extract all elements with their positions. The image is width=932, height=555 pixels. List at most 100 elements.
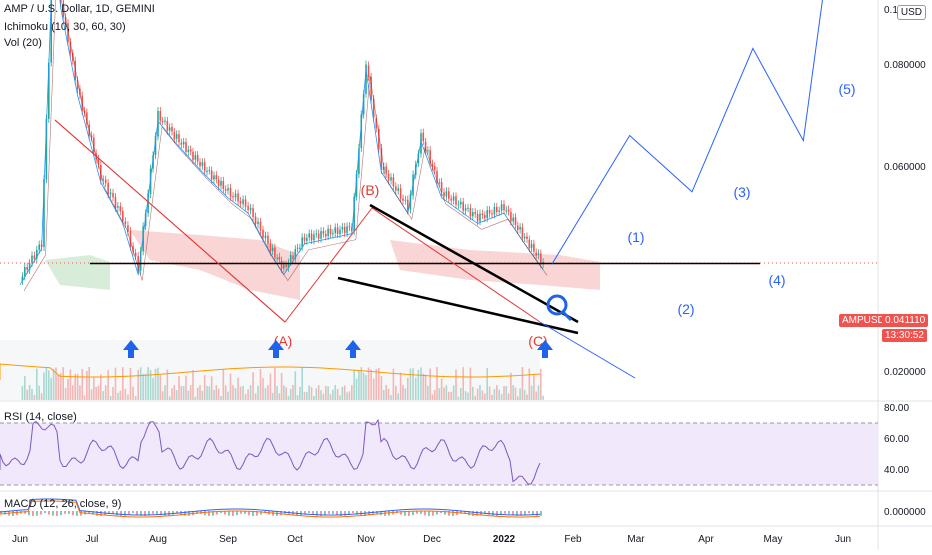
- volume-bar: [173, 385, 176, 400]
- macd-histogram-bar: [184, 511, 186, 516]
- macd-histogram-bar: [56, 511, 58, 516]
- volume-bar: [395, 385, 397, 400]
- volume-bar: [285, 387, 287, 400]
- volume-bar: [149, 370, 152, 400]
- macd-histogram-bar: [440, 511, 442, 514]
- volume-bar: [102, 391, 105, 400]
- candle-body: [194, 155, 197, 160]
- candle-body: [397, 188, 399, 191]
- volume-bar: [249, 385, 252, 400]
- macd-histogram-bar: [164, 511, 166, 516]
- volume-bar: [239, 386, 242, 400]
- wedge-upper-trendline: [369, 203, 579, 324]
- volume-bar: [339, 395, 341, 400]
- volume-bar: [50, 377, 52, 400]
- candle-body: [239, 200, 242, 204]
- macd-histogram-bar: [504, 511, 506, 514]
- candle-body: [234, 193, 237, 198]
- volume-bar: [217, 388, 220, 400]
- volume-bar: [76, 373, 79, 400]
- candle-body: [267, 235, 269, 244]
- candle-body: [313, 234, 315, 241]
- volume-bar: [189, 385, 192, 400]
- macd-histogram-bar: [316, 511, 318, 516]
- macd-histogram-bar: [260, 511, 262, 515]
- macd-histogram-bar: [28, 511, 30, 516]
- volume-bar: [109, 396, 112, 400]
- wave-label: (1): [627, 229, 644, 245]
- candle-body: [448, 191, 450, 199]
- macd-histogram-bar: [48, 511, 50, 515]
- volume-bar: [320, 390, 322, 400]
- candle-body: [533, 243, 535, 252]
- candle-body: [166, 120, 169, 131]
- macd-histogram-bar: [116, 511, 118, 516]
- candle-body: [124, 221, 127, 224]
- candle-body: [227, 188, 229, 191]
- candle-body: [315, 233, 318, 235]
- currency-button[interactable]: USD: [896, 5, 926, 20]
- candle-body: [348, 226, 351, 228]
- volume-bar: [467, 392, 469, 400]
- candle-body: [324, 234, 327, 237]
- macd-histogram-bar: [64, 511, 66, 514]
- candle-body: [433, 166, 436, 171]
- volume-bar: [93, 377, 95, 400]
- volume-bar: [97, 385, 100, 400]
- price-tick-label-top: 0.1: [884, 5, 898, 16]
- volume-bar: [427, 385, 429, 400]
- candle-body: [445, 191, 448, 197]
- macd-histogram-bar: [332, 511, 334, 514]
- volume-bar: [296, 395, 299, 400]
- macd-histogram-bar: [220, 511, 222, 514]
- macd-histogram-bar: [212, 511, 214, 516]
- volume-bar: [510, 372, 512, 400]
- volume-bar: [201, 390, 204, 400]
- macd-histogram-bar: [124, 511, 126, 516]
- volume-bar: [278, 393, 281, 400]
- volume-bar: [124, 388, 127, 400]
- macd-histogram-bar: [120, 511, 122, 516]
- volume-bar: [154, 368, 157, 400]
- volume-bar: [387, 388, 390, 400]
- candle-body: [370, 76, 372, 100]
- magnifier-handle: [561, 310, 573, 322]
- volume-bar: [514, 387, 517, 400]
- volume-bar: [271, 392, 274, 400]
- volume-bar: [83, 395, 86, 400]
- volume-bar: [358, 370, 360, 400]
- rsi-line: [0, 418, 541, 485]
- volume-bar: [232, 385, 234, 400]
- candle-body: [375, 118, 378, 129]
- volume-bar: [301, 367, 303, 400]
- candle-body: [175, 134, 178, 139]
- volume-bar: [317, 385, 320, 400]
- volume-bar: [283, 385, 285, 400]
- volume-bar: [100, 374, 102, 400]
- macd-histogram-bar: [224, 511, 226, 515]
- volume-bar: [399, 372, 402, 400]
- candle-body: [26, 267, 28, 270]
- candle-body: [276, 257, 278, 259]
- wave-projection: [551, 0, 823, 264]
- ichimoku-label: Ichimoku (10, 30, 60, 30): [4, 21, 126, 33]
- volume-bar: [28, 385, 31, 400]
- volume-bar: [479, 385, 481, 400]
- volume-bar: [64, 387, 67, 400]
- candle-body: [280, 260, 283, 269]
- macd-histogram-bar: [404, 511, 406, 516]
- volume-bar: [129, 367, 132, 400]
- volume-bar: [424, 374, 427, 400]
- candle-body: [457, 204, 460, 206]
- volume-bar: [448, 391, 450, 400]
- volume-bar: [81, 368, 84, 400]
- candle-body: [540, 253, 542, 264]
- candle-body: [481, 213, 484, 216]
- candle-body: [507, 209, 510, 212]
- candle-body: [417, 153, 420, 164]
- candle-body: [303, 237, 306, 241]
- candle-body: [402, 198, 404, 201]
- macd-line: [0, 498, 541, 516]
- macd-histogram-bar: [68, 511, 70, 514]
